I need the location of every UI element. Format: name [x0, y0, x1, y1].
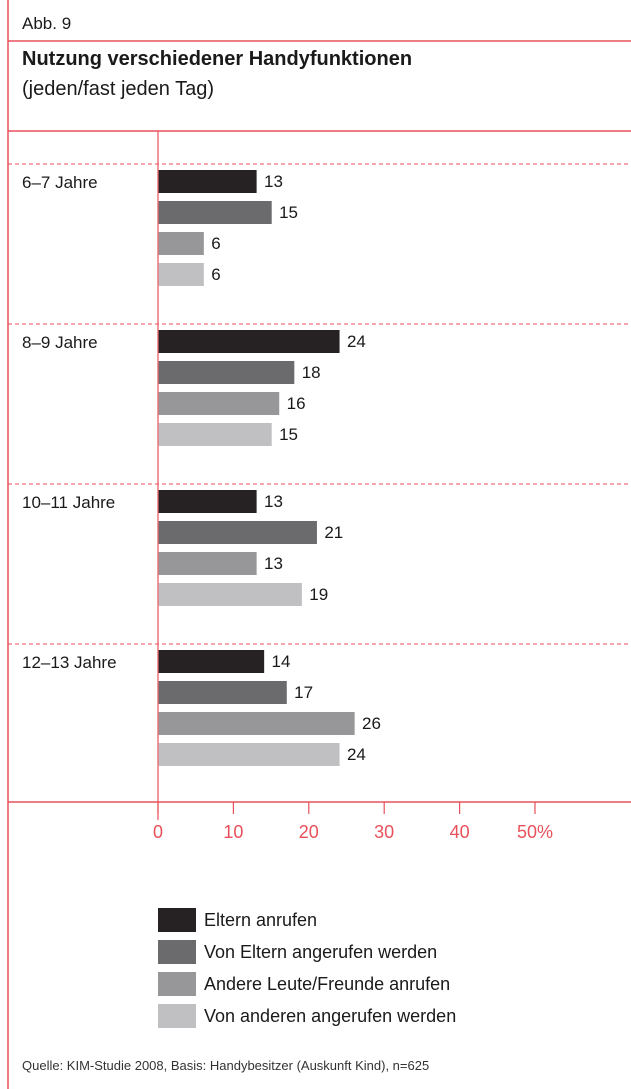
legend: Eltern anrufen Von Eltern angerufen werd… [158, 904, 456, 1032]
data-label: 13 [264, 492, 283, 511]
legend-label: Von Eltern angerufen werden [204, 941, 438, 962]
data-label: 15 [279, 203, 298, 222]
bar [158, 490, 257, 513]
x-tick-label: 30 [374, 822, 394, 842]
category-label: 8–9 Jahre [22, 333, 98, 352]
category-label: 12–13 Jahre [22, 653, 117, 672]
figure-label: Abb. 9 [22, 14, 72, 33]
data-label: 6 [211, 265, 220, 284]
bar [158, 392, 280, 415]
legend-label: Von anderen angerufen werden [204, 1005, 457, 1026]
x-tick-label: 10 [223, 822, 243, 842]
bar [158, 521, 317, 544]
x-tick-label: 50% [517, 822, 553, 842]
data-label: 17 [294, 683, 313, 702]
data-label: 16 [287, 394, 306, 413]
legend-swatch [158, 972, 196, 996]
bar [158, 423, 272, 446]
data-label: 13 [264, 172, 283, 191]
bar [158, 232, 204, 255]
legend-item: Von anderen angerufen werden [158, 1000, 456, 1032]
bar [158, 170, 257, 193]
data-label: 15 [279, 425, 298, 444]
legend-swatch [158, 940, 196, 964]
legend-label: Eltern anrufen [204, 909, 318, 930]
data-label: 24 [347, 745, 366, 764]
data-label: 6 [211, 234, 220, 253]
bar [158, 201, 272, 224]
bar [158, 552, 257, 575]
bar [158, 743, 340, 766]
x-tick-label: 40 [450, 822, 470, 842]
category-label: 6–7 Jahre [22, 173, 98, 192]
legend-item: Von Eltern angerufen werden [158, 936, 456, 968]
data-label: 18 [302, 363, 321, 382]
bar [158, 263, 204, 286]
category-label: 10–11 Jahre [22, 493, 115, 512]
x-tick-label: 20 [299, 822, 319, 842]
chart-subtitle: (jeden/fast jeden Tag) [22, 78, 214, 100]
source-note: Quelle: KIM-Studie 2008, Basis: Handybes… [22, 1058, 430, 1073]
legend-item: Andere Leute/Freunde anrufen [158, 968, 456, 1000]
legend-label: Andere Leute/Freunde anrufen [204, 973, 451, 994]
bar [158, 650, 265, 673]
data-label: 24 [347, 332, 366, 351]
bar [158, 681, 287, 704]
data-label: 14 [272, 652, 291, 671]
data-label: 13 [264, 554, 283, 573]
legend-swatch [158, 1004, 196, 1028]
legend-swatch [158, 908, 196, 932]
bar [158, 330, 340, 353]
data-label: 21 [324, 523, 343, 542]
bar [158, 361, 295, 384]
bar [158, 583, 302, 606]
data-label: 26 [362, 714, 381, 733]
x-tick-label: 0 [153, 822, 163, 842]
chart-title: Nutzung verschiedener Handyfunktionen [22, 48, 413, 70]
bar [158, 712, 355, 735]
legend-item: Eltern anrufen [158, 904, 456, 936]
data-label: 19 [309, 585, 328, 604]
